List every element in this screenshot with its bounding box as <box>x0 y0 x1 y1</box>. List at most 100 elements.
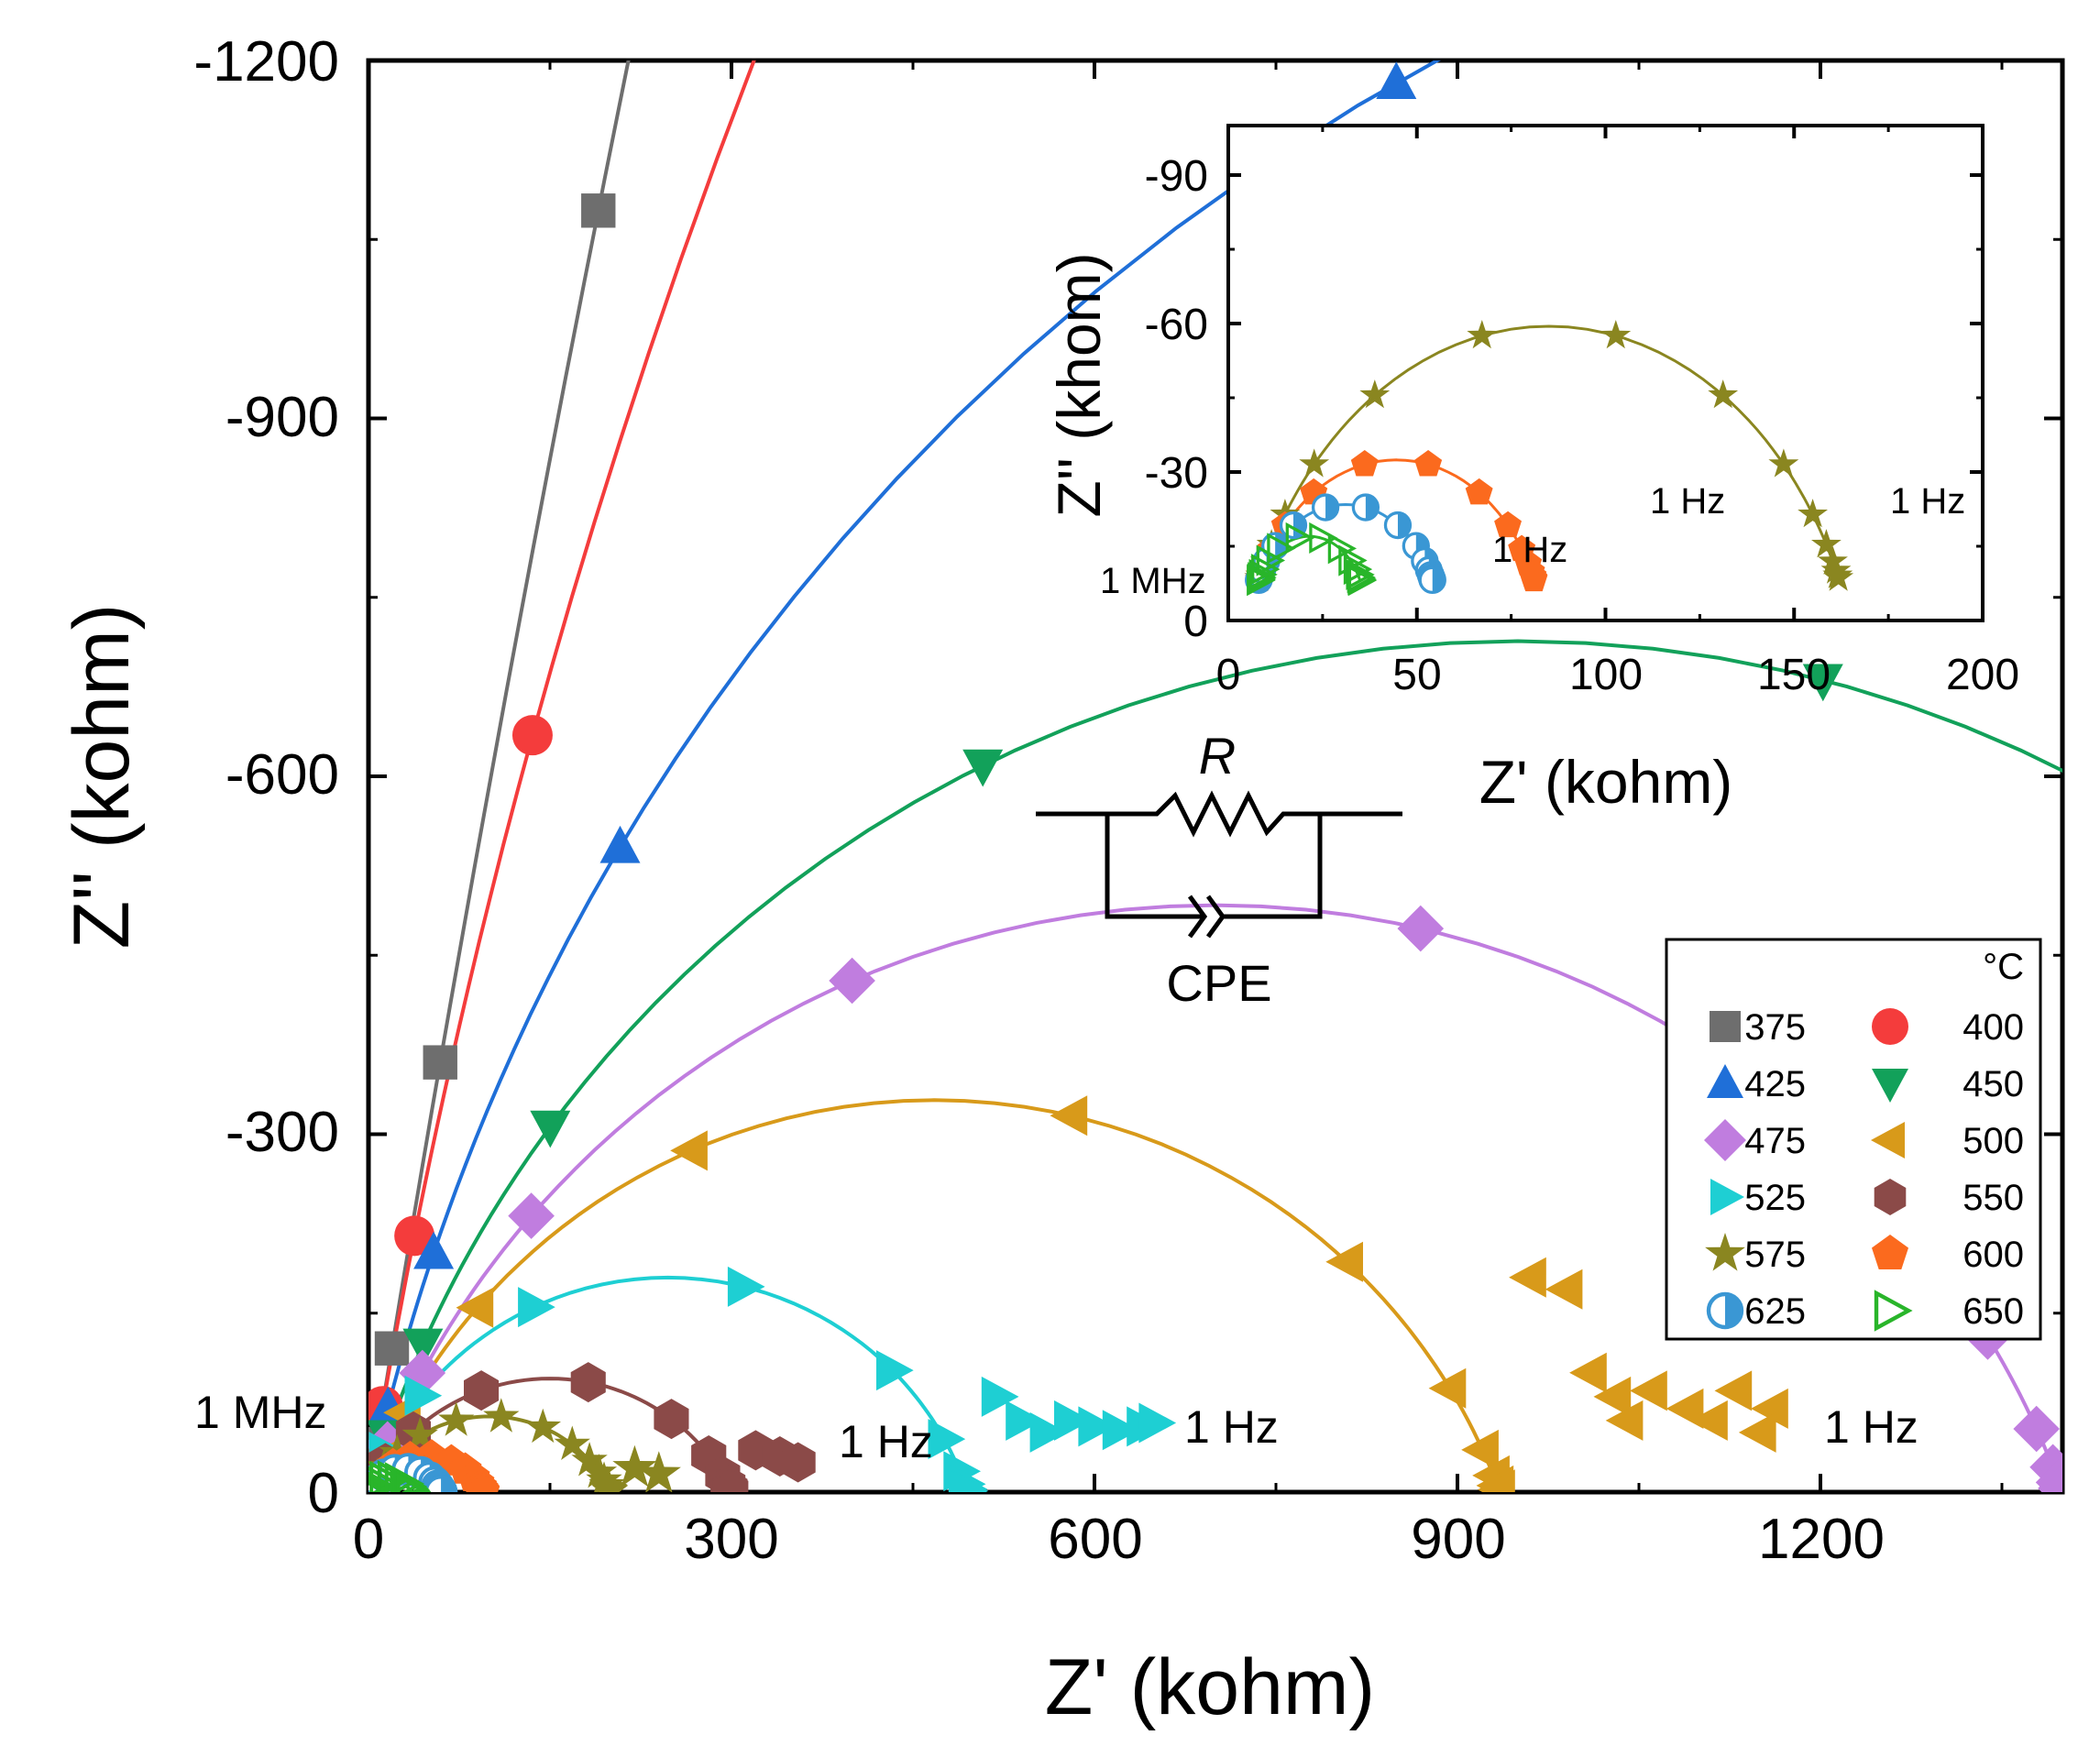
data-point-525-6 <box>518 1287 555 1328</box>
y-tick-label-0: 0 <box>308 1462 339 1525</box>
data-point-525-13 <box>951 1470 989 1492</box>
data-point-550-7 <box>570 1362 606 1403</box>
inset-data-point-625-8 <box>1311 493 1340 522</box>
data-point-650-21 <box>396 1473 432 1492</box>
data-point-525-9 <box>928 1419 966 1460</box>
inset-data-point-650-7 <box>1267 533 1296 565</box>
data-point-550-8 <box>654 1399 689 1440</box>
data-point-550-6 <box>464 1370 500 1411</box>
legend-label-375: 375 <box>1744 1007 1806 1048</box>
inset-x-tick-labels: 0 50 100 150 200 <box>1216 651 2019 699</box>
legend-marker-450 <box>1872 1069 1908 1103</box>
data-point-575-13 <box>554 1425 590 1460</box>
y-tick-label-1200: -1200 <box>193 30 339 93</box>
data-point-525-tail-7 <box>1138 1402 1177 1444</box>
data-point-500-7 <box>1050 1095 1088 1137</box>
data-point-500-tail-6 <box>1690 1400 1728 1441</box>
inset-y-tick-label-90: -90 <box>1145 152 1208 201</box>
data-point-500-5 <box>456 1287 494 1328</box>
resistor-label: R <box>1199 727 1236 785</box>
inset-data-point-600-10 <box>1465 478 1493 505</box>
main-1mhz-label: 1 MHz <box>194 1387 326 1438</box>
legend-marker-550 <box>1874 1179 1907 1215</box>
data-point-500-9 <box>1428 1367 1467 1409</box>
legend-label-400: 400 <box>1963 1007 2024 1048</box>
data-point-425-6 <box>1376 61 1417 99</box>
data-point-525-tail-5 <box>1102 1410 1140 1451</box>
inset-x-tick-label-100: 100 <box>1569 651 1643 699</box>
inset-1hz-label-625: 1 Hz <box>1492 530 1567 570</box>
data-point-525-7 <box>727 1266 765 1307</box>
legend-label-450: 450 <box>1963 1064 2024 1104</box>
data-point-650-7 <box>368 1475 392 1492</box>
data-point-525-tail-2 <box>1029 1411 1068 1453</box>
inset-data-point-575-17 <box>1823 562 1854 591</box>
data-point-450-4 <box>402 1328 444 1367</box>
data-point-500-6 <box>670 1130 708 1171</box>
data-point-375-1 <box>374 1331 410 1366</box>
inset-data-point-650-12 <box>1343 554 1373 586</box>
circuit-wires <box>1036 790 1402 919</box>
inset-y-tick-labels: 0 -30 -60 -90 <box>1145 152 1208 646</box>
data-point-525-8 <box>876 1350 914 1391</box>
inset-data-point-575-6 <box>1299 448 1330 478</box>
data-point-525-tail-3 <box>1054 1400 1092 1441</box>
x-tick-label-300: 300 <box>684 1508 778 1571</box>
data-point-550-13 <box>713 1470 749 1492</box>
inset-y-tick-label-60: -60 <box>1145 301 1208 349</box>
data-point-575-15 <box>580 1454 618 1488</box>
data-point-575-9 <box>401 1416 438 1452</box>
data-point-600-21 <box>467 1474 500 1492</box>
inset-1mhz-label: 1 MHz <box>1100 561 1206 601</box>
inset-y-tick-label-0: 0 <box>1183 598 1208 646</box>
legend-label-650: 650 <box>1963 1291 2024 1332</box>
inset-data-point-650-17 <box>1347 565 1378 597</box>
main-1hz-label-550: 1 Hz <box>839 1416 933 1467</box>
inset-data-point-650-8 <box>1285 522 1315 554</box>
legend-label-475: 475 <box>1744 1121 1806 1161</box>
data-point-575-21 <box>591 1472 629 1492</box>
legend-marker-650 <box>1874 1290 1913 1332</box>
main-1hz-label-500: 1 Hz <box>1824 1401 1919 1453</box>
inset-data-point-625-10 <box>1383 511 1413 540</box>
data-point-575-10 <box>438 1401 475 1436</box>
data-point-500-tail-4 <box>1593 1376 1632 1417</box>
legend-label-425: 425 <box>1744 1064 1806 1104</box>
data-point-475-10 <box>2013 1405 2060 1453</box>
y-tick-label-900: -900 <box>225 386 339 449</box>
inset-x-axis-title: Z' (kohm) <box>1479 748 1733 816</box>
data-point-500-tail-7 <box>1605 1400 1644 1441</box>
inset-data-point-575-13 <box>1811 529 1842 558</box>
inset-x-tick-label-0: 0 <box>1216 651 1241 699</box>
fit-line-375 <box>369 60 631 1475</box>
inset-plot-frame <box>1226 124 1985 622</box>
inset-y-axis-title: Z'' (khom) <box>1045 252 1113 517</box>
inset-data-point-575-10 <box>1708 379 1739 409</box>
inset-1hz-label-600: 1 Hz <box>1650 481 1725 522</box>
main-x-axis-title: Z' (kohm) <box>1045 1643 1375 1731</box>
data-point-475-6 <box>829 957 875 1005</box>
data-point-500-tail-10 <box>1666 1388 1704 1429</box>
inset-data-point-650-4 <box>1248 558 1278 590</box>
inset-data-point-575-9 <box>1600 320 1632 349</box>
inset-data-point-575-12 <box>1798 499 1828 528</box>
data-point-525-5 <box>404 1375 443 1416</box>
data-point-375-3 <box>581 193 616 228</box>
data-point-475-13 <box>2038 1465 2062 1492</box>
main-1hz-label-525: 1 Hz <box>1184 1401 1279 1453</box>
data-point-500-tail-2 <box>1569 1352 1607 1393</box>
data-point-575-tail-0 <box>612 1444 657 1488</box>
data-point-500-8 <box>1325 1241 1363 1282</box>
inset-data-point-625-17 <box>1418 566 1446 595</box>
y-tick-label-300: -300 <box>225 1101 339 1164</box>
data-point-650-8 <box>368 1471 394 1492</box>
inset-1hz-label-575: 1 Hz <box>1890 481 1965 522</box>
legend-label-575: 575 <box>1744 1235 1806 1275</box>
legend-label-600: 600 <box>1963 1235 2024 1275</box>
data-point-525-tail-1 <box>1006 1400 1043 1441</box>
legend-label-550: 550 <box>1963 1178 2024 1218</box>
data-point-500-tail-0 <box>1509 1257 1546 1298</box>
legend-marker-400 <box>1872 1008 1908 1045</box>
legend-unit: °C <box>1983 947 2024 987</box>
data-point-575-14 <box>571 1442 608 1477</box>
